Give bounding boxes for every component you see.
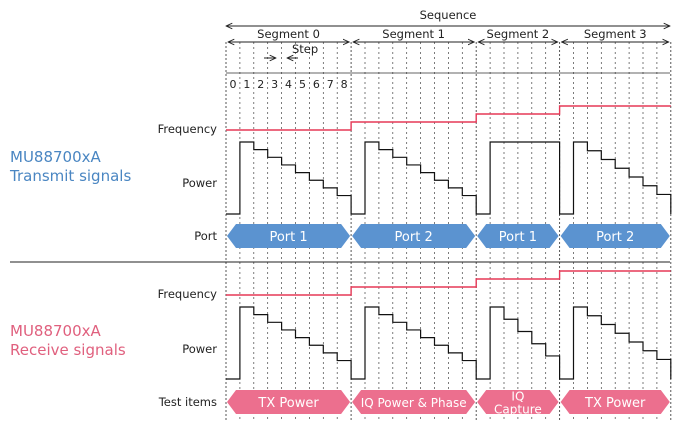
step-label: Step: [292, 42, 318, 56]
segment-label: Segment 2: [487, 27, 550, 41]
power-line: [226, 141, 672, 215]
port-tag-label: Port 1: [499, 230, 537, 245]
tx-power-label: Power: [182, 176, 217, 190]
test-item-tag-shape: [560, 390, 670, 414]
power-line: [226, 306, 672, 380]
frequency-line: [226, 270, 671, 296]
step-tick-label: 7: [327, 78, 334, 91]
test-item-tag-label: IQ: [511, 390, 524, 404]
port-tag-label: Port 2: [395, 230, 433, 245]
tx-power-trace: [226, 141, 672, 215]
sequence-label: Sequence: [420, 8, 477, 22]
rx-test-items-label: Test items: [158, 395, 217, 409]
port-tag-shape: [227, 224, 351, 248]
test-item-tag-shape: [227, 390, 351, 414]
segment-label: Segment 1: [382, 27, 445, 41]
receive-title-line1: MU88700xA: [10, 322, 102, 340]
port-tag-shape: [560, 224, 670, 248]
step-tick-label: 6: [313, 78, 320, 91]
transmit-title-line1: MU88700xA: [10, 148, 102, 166]
rx-frequency-trace: [226, 270, 671, 296]
segment-label: Segment 3: [584, 27, 647, 41]
rx-power-label: Power: [182, 342, 217, 356]
step-tick-label: 4: [285, 78, 292, 91]
segment-label: Segment 0: [257, 27, 320, 41]
frequency-line: [226, 105, 671, 131]
test-item-tag-label: TX Power: [584, 396, 646, 411]
port-tag-shape: [477, 224, 559, 248]
test-item-tag-shape: [477, 390, 559, 414]
step-tick-label: 3: [271, 78, 278, 91]
test-item-tag-label: Capture: [494, 403, 542, 417]
test-item-tag-label: IQ Power & Phase: [361, 396, 467, 410]
step-tick-label: 2: [257, 78, 264, 91]
step-tick-label: 1: [243, 78, 250, 91]
tx-port-label: Port: [194, 229, 217, 243]
transmit-title-line2: Transmit signals: [9, 167, 131, 185]
rx-frequency-label: Frequency: [158, 287, 218, 301]
port-tag-shape: [352, 224, 476, 248]
test-item-tag-label: TX Power: [257, 396, 319, 411]
segment-headers: Segment 0 Segment 1 Segment 2 Segment 3: [228, 27, 669, 42]
tx-port-row: Port 1 Port 2 Port 1 Port 2: [227, 224, 670, 248]
port-tag-label: Port 2: [596, 230, 634, 245]
tx-frequency-label: Frequency: [158, 122, 218, 136]
rx-power-trace: [226, 306, 672, 380]
step-tick-label: 5: [299, 78, 306, 91]
step-tick-label: 0: [229, 78, 236, 91]
receive-title-line2: Receive signals: [10, 341, 126, 359]
step-tick-label: 8: [341, 78, 348, 91]
port-tag-label: Port 1: [269, 230, 307, 245]
tx-frequency-trace: [226, 105, 671, 131]
test-item-tag-shape: [352, 390, 476, 414]
